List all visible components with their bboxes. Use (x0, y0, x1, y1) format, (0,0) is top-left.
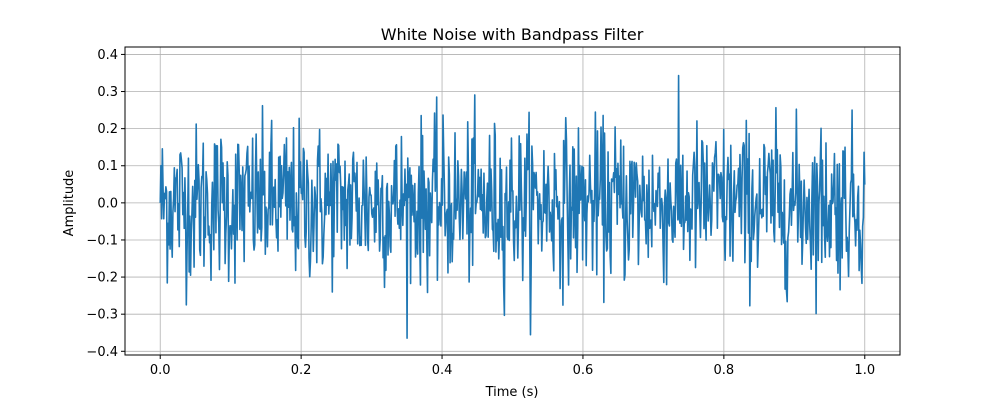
y-axis-label: Amplitude (62, 170, 77, 237)
x-tick-label: 0.4 (432, 363, 453, 378)
y-tick-label: −0.1 (86, 233, 118, 248)
y-tick-label: −0.3 (86, 308, 118, 323)
y-tick-label: 0.0 (97, 196, 118, 211)
plot-frame (124, 46, 901, 356)
y-tick-label: 0.3 (97, 85, 118, 100)
chart-title: White Noise with Bandpass Filter (381, 25, 644, 44)
series-line (159, 74, 866, 339)
y-tick-label: 0.2 (97, 122, 118, 137)
axes: 0.0 0.2 0.4 0.6 0.8 1.0 −0.4 −0.3 −0.2 −0.1 0.0 0.1… (86, 46, 901, 378)
y-tick-label: 0.4 (97, 48, 118, 63)
y-tick-label: −0.2 (86, 271, 118, 286)
y-tick-label: 0.1 (97, 159, 118, 174)
series-layer (159, 74, 866, 339)
x-tick-label: 0.2 (291, 363, 312, 378)
x-tick-label: 1.0 (854, 363, 875, 378)
y-tick-label: −0.4 (86, 345, 118, 360)
x-tick-label: 0.8 (714, 363, 735, 378)
x-tick-label: 0.6 (573, 363, 594, 378)
x-tick-label: 0.0 (150, 363, 171, 378)
grid-lines (125, 47, 900, 355)
x-axis-label: Time (s) (485, 385, 539, 400)
